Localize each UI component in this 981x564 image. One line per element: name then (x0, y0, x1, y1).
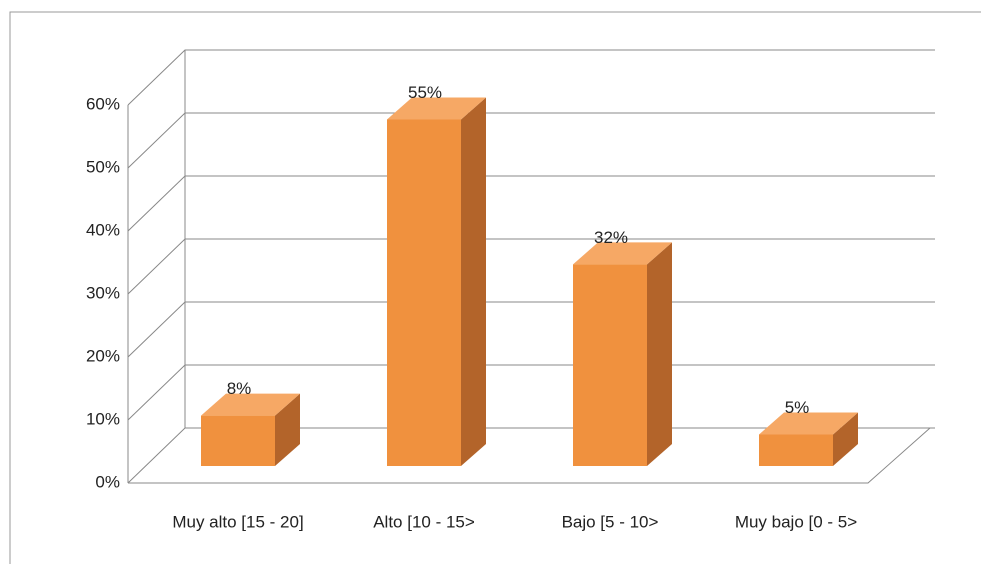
bar-top (387, 97, 486, 120)
x-tick-label: Alto [10 - 15> (373, 512, 475, 531)
bar-front (573, 264, 647, 466)
y-tick-label: 40% (86, 220, 120, 239)
bar (573, 242, 672, 466)
value-label: 8% (227, 379, 252, 398)
grid-line (127, 175, 935, 232)
y-tick-label: 30% (86, 283, 120, 302)
y-tick-label: 10% (86, 409, 120, 428)
y-tick-label: 20% (86, 346, 120, 365)
bar-top (201, 393, 300, 416)
grid-line (127, 364, 935, 421)
grid-line (127, 301, 935, 358)
grid-line (127, 112, 935, 169)
bar-front (201, 415, 275, 466)
y-tick-label: 50% (86, 157, 120, 176)
bar (387, 97, 486, 466)
value-label: 32% (594, 228, 628, 247)
grid-line (127, 238, 935, 295)
x-tick-label: Bajo [5 - 10> (562, 512, 659, 531)
bar (201, 393, 300, 466)
bar-side (275, 393, 300, 466)
grid-line (127, 49, 935, 106)
y-tick-label: 0% (95, 472, 120, 491)
x-tick-label: Muy alto [15 - 20] (172, 512, 303, 531)
bar-top (573, 242, 672, 265)
bar-side (647, 242, 672, 466)
value-label: 55% (408, 83, 442, 102)
y-tick-label: 60% (86, 94, 120, 113)
bar (759, 412, 858, 466)
chart-border (9, 11, 981, 564)
bar-top (759, 412, 858, 435)
value-label: 5% (785, 398, 810, 417)
bar-front (387, 119, 461, 466)
bar-side (833, 412, 858, 466)
grid-line (127, 427, 935, 484)
bar-side (461, 97, 486, 466)
bar-front (759, 434, 833, 466)
x-tick-label: Muy bajo [0 - 5> (735, 512, 857, 531)
